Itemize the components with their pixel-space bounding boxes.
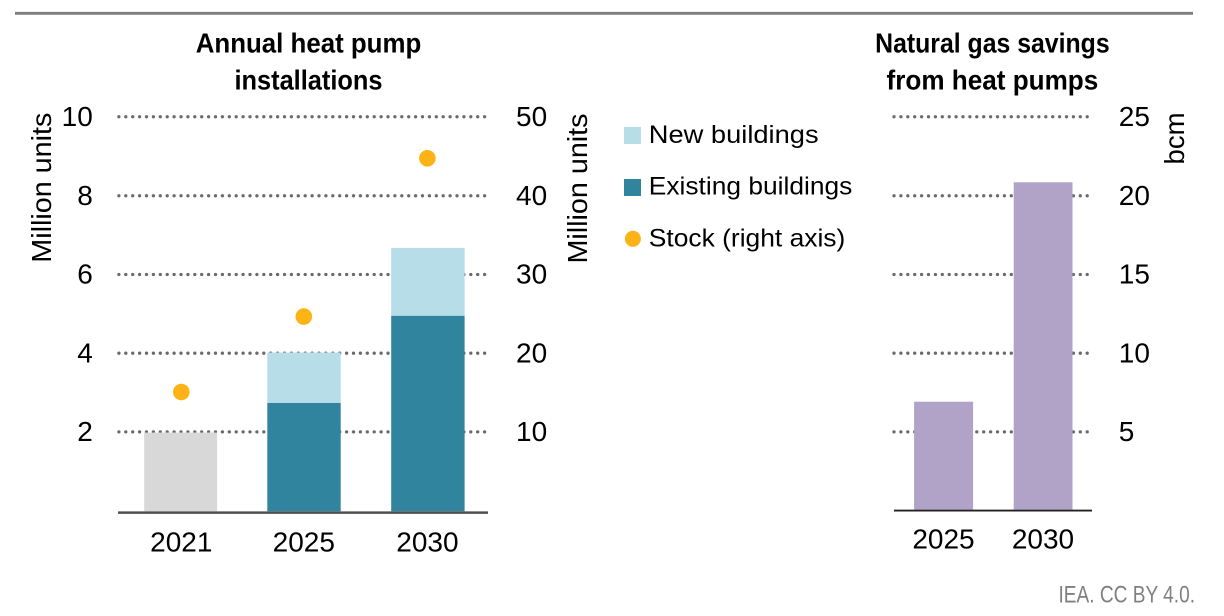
svg-text:20: 20 bbox=[1119, 180, 1150, 211]
svg-text:IEA. CC BY 4.0.: IEA. CC BY 4.0. bbox=[1059, 582, 1196, 609]
svg-text:Stock (right axis): Stock (right axis) bbox=[649, 224, 846, 252]
svg-text:bcm: bcm bbox=[1159, 113, 1190, 165]
svg-text:15: 15 bbox=[1119, 259, 1150, 290]
svg-text:50: 50 bbox=[516, 101, 547, 132]
svg-text:10: 10 bbox=[62, 101, 93, 132]
svg-text:10: 10 bbox=[1119, 337, 1150, 368]
svg-text:8: 8 bbox=[77, 180, 93, 211]
svg-text:30: 30 bbox=[516, 259, 547, 290]
svg-text:Annual heat pump: Annual heat pump bbox=[196, 27, 422, 58]
svg-text:6: 6 bbox=[77, 259, 93, 290]
svg-text:from heat pumps: from heat pumps bbox=[887, 65, 1099, 96]
svg-text:2030: 2030 bbox=[1012, 524, 1074, 555]
svg-text:4: 4 bbox=[77, 337, 93, 368]
svg-text:Existing buildings: Existing buildings bbox=[649, 173, 853, 201]
svg-text:2030: 2030 bbox=[396, 526, 458, 557]
svg-text:2025: 2025 bbox=[273, 526, 335, 557]
svg-text:installations: installations bbox=[234, 65, 382, 96]
svg-text:20: 20 bbox=[516, 337, 547, 368]
svg-text:10: 10 bbox=[516, 416, 547, 447]
svg-text:2: 2 bbox=[77, 416, 93, 447]
svg-text:2025: 2025 bbox=[912, 524, 974, 555]
svg-text:Natural gas savings: Natural gas savings bbox=[875, 27, 1110, 58]
svg-text:40: 40 bbox=[516, 180, 547, 211]
svg-text:25: 25 bbox=[1119, 101, 1150, 132]
svg-text:Million units: Million units bbox=[562, 113, 593, 263]
svg-text:New buildings: New buildings bbox=[649, 121, 819, 149]
svg-text:Million units: Million units bbox=[26, 113, 57, 263]
svg-text:5: 5 bbox=[1119, 416, 1135, 447]
svg-text:2021: 2021 bbox=[150, 526, 212, 557]
